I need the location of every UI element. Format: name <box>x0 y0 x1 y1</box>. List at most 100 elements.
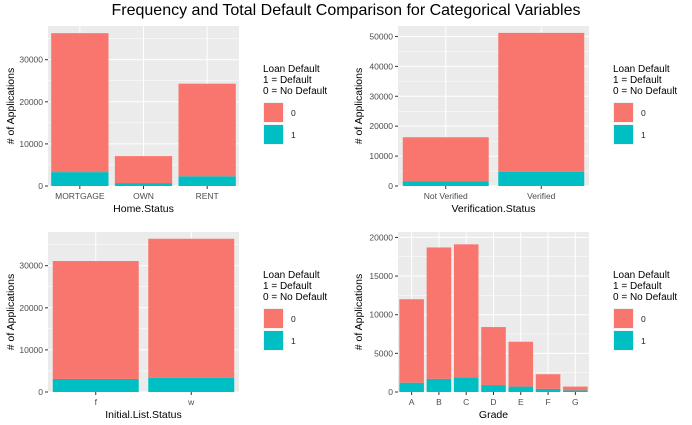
x-axis-label: Grade <box>479 409 508 421</box>
legend-title-line: 1 = Default <box>613 75 662 86</box>
y-axis-label: # of Applications <box>353 68 365 144</box>
x-tick-label: A <box>409 397 415 407</box>
y-tick-label: 0 <box>38 181 43 191</box>
y-tick-label: 20000 <box>369 121 393 131</box>
bar-default-1 <box>52 378 139 392</box>
chart-title: Frequency and Total Default Comparison f… <box>111 2 581 19</box>
bar-default-1 <box>402 181 489 186</box>
legend-swatch <box>264 309 283 328</box>
legend-title-line: Loan Default <box>263 64 320 75</box>
bar-default-1 <box>399 382 424 392</box>
y-tick-label: 0 <box>38 387 43 397</box>
bar-default-0 <box>481 327 506 386</box>
x-tick-label: G <box>572 397 579 407</box>
bar-default-1 <box>114 183 173 186</box>
legend-entry-label: 1 <box>641 130 646 140</box>
legend-swatch <box>614 309 633 328</box>
bar-default-0 <box>453 244 479 378</box>
y-axis-label: # of Applications <box>5 274 17 350</box>
legend-swatch <box>264 125 283 144</box>
legend-entry-label: 0 <box>291 108 296 118</box>
bar-default-0 <box>508 341 534 387</box>
bar-default-1 <box>426 378 452 392</box>
y-tick-label: 10000 <box>19 345 43 355</box>
bar-default-1 <box>535 388 561 392</box>
y-tick-label: 30000 <box>19 55 43 65</box>
legend-title-line: 0 = No Default <box>263 86 327 97</box>
legend-title-line: 0 = No Default <box>613 292 677 303</box>
x-tick-label: OWN <box>133 191 154 201</box>
y-tick-label: 20000 <box>19 97 43 107</box>
y-tick-label: 5000 <box>374 348 393 358</box>
x-tick-label: Not Verified <box>424 191 468 201</box>
x-tick-label: MORTGAGE <box>55 191 105 201</box>
legend-title-line: 0 = No Default <box>263 292 327 303</box>
legend-entry-label: 0 <box>641 108 646 118</box>
x-axis-label: Home.Status <box>113 203 174 215</box>
y-tick-label: 40000 <box>369 61 393 71</box>
panel-3: 0 10000 20000 30000 f w Initial.List.Status # o… <box>5 232 327 421</box>
x-tick-label: E <box>518 397 524 407</box>
legend-title-line: 1 = Default <box>613 281 662 292</box>
bar-default-1 <box>508 386 534 392</box>
legend-title-line: Loan Default <box>263 270 320 281</box>
y-tick-label: 20000 <box>369 232 393 242</box>
y-tick-label: 0 <box>388 387 393 397</box>
legend-swatch <box>264 331 283 350</box>
y-tick-label: 20000 <box>19 303 43 313</box>
bar-default-1 <box>148 377 235 392</box>
y-tick-label: 30000 <box>19 261 43 271</box>
legend-swatch <box>614 125 633 144</box>
legend-title-line: 0 = No Default <box>613 86 677 97</box>
y-tick-label: 50000 <box>369 31 393 41</box>
legend-title-line: Loan Default <box>613 270 670 281</box>
bar-default-0 <box>114 156 173 184</box>
bar-default-1 <box>498 171 585 186</box>
bar-default-0 <box>399 299 424 383</box>
y-tick-label: 10000 <box>369 310 393 320</box>
y-tick-label: 15000 <box>369 271 393 281</box>
legend-entry-label: 1 <box>291 336 296 346</box>
x-tick-label: D <box>490 397 496 407</box>
legend-title-line: Loan Default <box>613 64 670 75</box>
panel-4: 0 5000 10000 15000 20000 A B C D E F G Grade # of App… <box>353 232 677 421</box>
bar-default-0 <box>426 247 452 379</box>
x-tick-label: F <box>545 397 550 407</box>
bar-default-0 <box>535 374 561 389</box>
legend-entry-label: 0 <box>641 314 646 324</box>
y-axis-label: # of Applications <box>5 68 17 144</box>
bar-default-0 <box>52 261 139 379</box>
legend-title-line: 1 = Default <box>263 281 312 292</box>
x-tick-label: Verified <box>527 191 556 201</box>
bar-default-1 <box>51 172 109 186</box>
y-tick-label: 30000 <box>369 91 393 101</box>
x-axis-label: Initial.List.Status <box>105 409 181 421</box>
x-tick-label: RENT <box>196 191 219 201</box>
legend-swatch <box>614 331 633 350</box>
x-axis-label: Verification.Status <box>451 203 535 215</box>
legend-entry-label: 1 <box>291 130 296 140</box>
bar-default-1 <box>481 385 506 392</box>
y-tick-label: 10000 <box>369 151 393 161</box>
legend-title-line: 1 = Default <box>263 75 312 86</box>
panel-2: 0 10000 20000 30000 40000 50000 Not Verified Ve… <box>353 26 677 215</box>
panel-1: 0 10000 20000 30000 MORTGAGE OWN RENT Home.Stat… <box>5 26 327 215</box>
bar-default-0 <box>51 33 109 173</box>
x-tick-label: C <box>463 397 469 407</box>
y-tick-label: 0 <box>388 181 393 191</box>
y-tick-label: 10000 <box>19 139 43 149</box>
x-tick-label: f <box>95 397 98 407</box>
legend-entry-label: 1 <box>641 336 646 346</box>
bar-default-1 <box>453 377 479 392</box>
bar-default-0 <box>178 83 236 177</box>
bar-default-1 <box>178 176 236 186</box>
x-tick-label: w <box>187 397 195 407</box>
bar-default-0 <box>402 137 489 182</box>
x-tick-label: B <box>436 397 442 407</box>
legend-swatch <box>264 103 283 122</box>
bar-default-0 <box>563 386 588 391</box>
